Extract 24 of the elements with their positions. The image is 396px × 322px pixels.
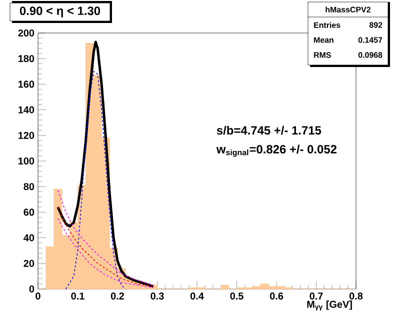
annotation: s/b=4.745 +/- 1.715 <box>216 126 322 135</box>
y-tick-label: 0 <box>29 285 34 293</box>
y-tick-label: 80 <box>24 183 34 190</box>
x-tick-label: 0.6 <box>270 292 284 300</box>
chart-title: 0.90 < η < 1.30 <box>20 6 100 18</box>
y-tick-label: 40 <box>24 234 34 242</box>
y-tick-label: 140 <box>18 106 34 114</box>
x-tick-label: 0.5 <box>230 292 244 300</box>
y-tick-label: 120 <box>18 132 34 139</box>
y-tick-label: 200 <box>18 29 34 37</box>
x-tick-label: 0.1 <box>71 292 84 300</box>
y-tick-label: 100 <box>18 157 34 165</box>
x-tick-label: 0.8 <box>349 292 363 300</box>
y-tick-label: 160 <box>18 80 34 88</box>
x-tick-label: 0 <box>36 292 40 300</box>
x-tick-label: 0.3 <box>150 292 164 300</box>
x-tick-label: 0.7 <box>310 292 323 300</box>
y-tick-label: 60 <box>24 208 34 216</box>
x-axis-title: M$_{γγ}$ [GeV] <box>307 300 352 311</box>
y-tick-label: 180 <box>18 55 34 62</box>
x-tick-label: 0.4 <box>190 292 204 300</box>
x-tick-label: 0.2 <box>110 292 124 300</box>
annotation: w$_{signal}$=0.826 +/- 0.052 <box>216 144 336 157</box>
y-tick-label: 20 <box>24 260 34 267</box>
